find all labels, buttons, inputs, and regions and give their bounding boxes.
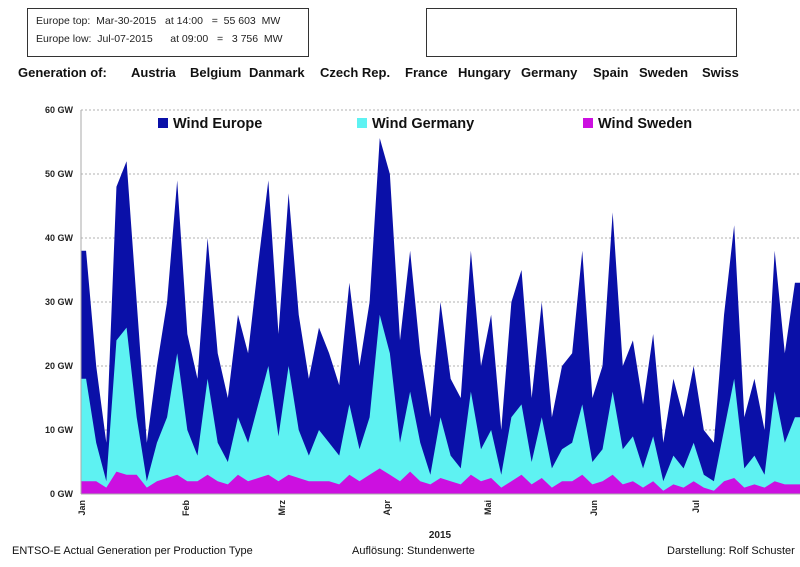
y-tick-label: 50 GW bbox=[45, 169, 74, 179]
footer-source: ENTSO-E Actual Generation per Production… bbox=[12, 545, 253, 557]
y-tick-label: 10 GW bbox=[45, 425, 74, 435]
europe-top-text: Europe top: Mar-30-2015 at 14:00 = 55 60… bbox=[36, 15, 281, 27]
x-tick-label: Apr bbox=[382, 500, 392, 516]
country-swiss[interactable]: Swiss bbox=[702, 65, 739, 80]
x-tick-label: Mrz bbox=[277, 500, 287, 516]
generation-label: Generation of: bbox=[18, 65, 107, 80]
country-danmark[interactable]: Danmark bbox=[249, 65, 305, 80]
country-sweden[interactable]: Sweden bbox=[639, 65, 689, 80]
y-tick-label: 60 GW bbox=[45, 105, 74, 115]
x-tick-label: Jul bbox=[691, 500, 701, 513]
country-germany[interactable]: Germany bbox=[521, 65, 578, 80]
y-tick-label: 0 GW bbox=[50, 489, 74, 499]
europe-low-text: Europe low: Jul-07-2015 at 09:00 = 3 756… bbox=[36, 33, 283, 45]
country-spain[interactable]: Spain bbox=[593, 65, 629, 80]
footer-resolution: Auflösung: Stundenwerte bbox=[352, 545, 475, 557]
x-tick-label: Jan bbox=[77, 500, 87, 516]
footer-author: Darstellung: Rolf Schuster bbox=[667, 545, 795, 557]
y-tick-label: 30 GW bbox=[45, 297, 74, 307]
country-france[interactable]: France bbox=[405, 65, 448, 80]
country-czech[interactable]: Czech Rep. bbox=[320, 65, 391, 80]
y-tick-label: 20 GW bbox=[45, 361, 74, 371]
legend-label: Wind Europe bbox=[173, 116, 262, 132]
legend-swatch bbox=[158, 118, 168, 128]
info-box: Europe top: Mar-30-2015 at 14:00 = 55 60… bbox=[27, 8, 309, 57]
area-wind-sweden bbox=[81, 468, 800, 494]
country-hungary[interactable]: Hungary bbox=[458, 65, 511, 80]
x-tick-label: Jun bbox=[589, 500, 599, 516]
legend-swatch bbox=[583, 118, 593, 128]
area-wind-germany bbox=[81, 314, 800, 494]
x-tick-label: Mai bbox=[483, 500, 493, 515]
legend-swatch bbox=[357, 118, 367, 128]
legend-label: Wind Germany bbox=[372, 116, 474, 132]
empty-info-box bbox=[426, 8, 737, 57]
country-belgium[interactable]: Belgium bbox=[190, 65, 242, 80]
x-axis-label: 2015 bbox=[429, 530, 452, 541]
country-austria[interactable]: Austria bbox=[131, 65, 176, 80]
legend-label: Wind Sweden bbox=[598, 116, 692, 132]
x-tick-label: Feb bbox=[181, 500, 191, 517]
y-tick-label: 40 GW bbox=[45, 233, 74, 243]
